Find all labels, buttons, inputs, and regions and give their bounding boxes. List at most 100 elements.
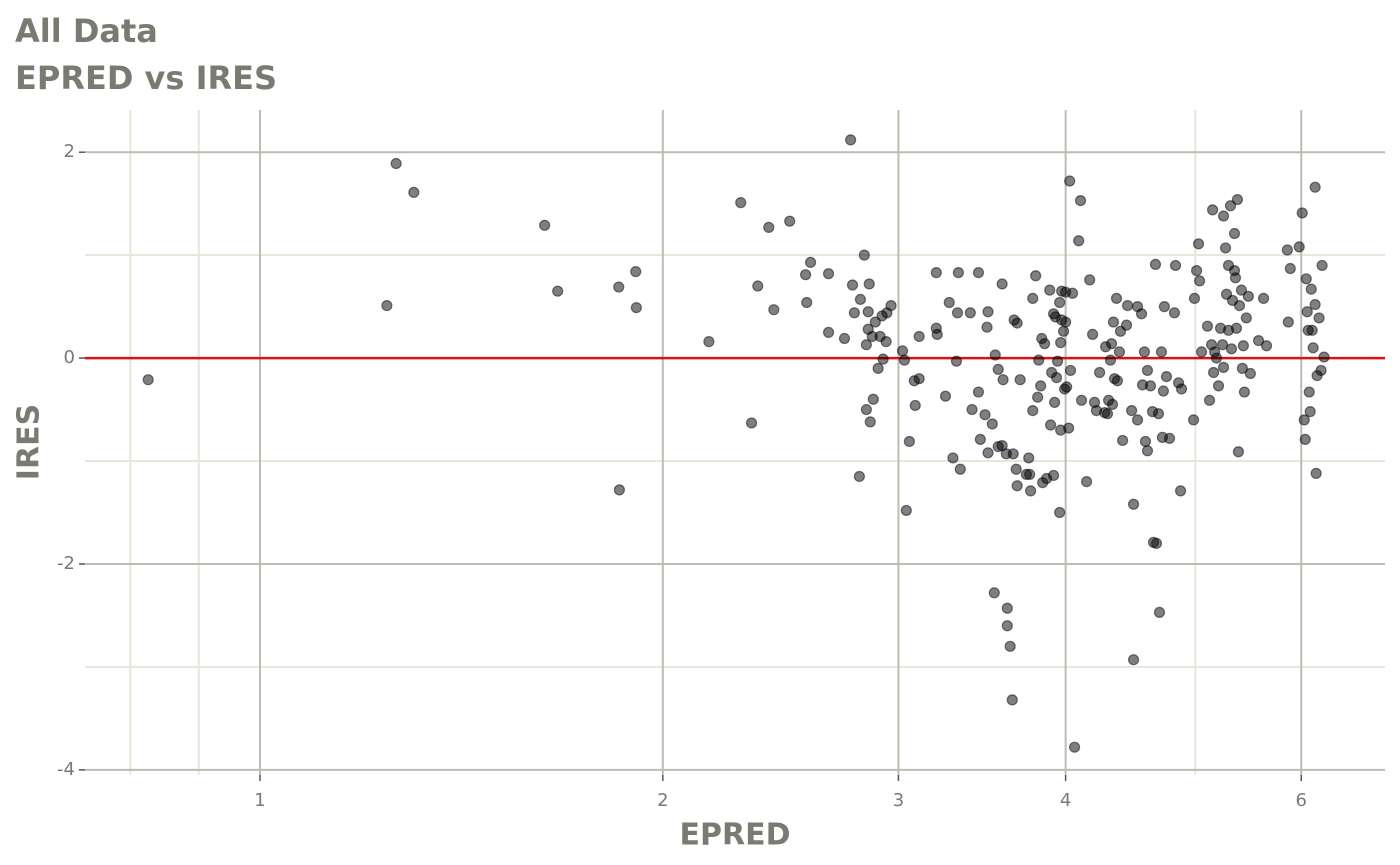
data-point bbox=[1158, 301, 1170, 313]
data-point bbox=[1252, 334, 1265, 347]
data-point bbox=[1111, 375, 1124, 387]
data-point bbox=[1305, 283, 1317, 295]
data-point bbox=[1094, 366, 1106, 379]
data-point bbox=[1054, 506, 1066, 519]
data-point bbox=[997, 374, 1009, 386]
data-point bbox=[988, 587, 1000, 599]
data-point bbox=[613, 484, 625, 496]
data-point bbox=[860, 339, 872, 351]
data-point bbox=[752, 280, 764, 292]
data-point bbox=[1232, 446, 1245, 458]
data-point bbox=[972, 386, 985, 398]
y-tick-label: 0 bbox=[64, 347, 75, 368]
data-point bbox=[1126, 404, 1138, 417]
data-point bbox=[1257, 292, 1270, 304]
data-point bbox=[1057, 325, 1070, 337]
data-point bbox=[390, 157, 402, 170]
data-point bbox=[931, 328, 943, 341]
data-point bbox=[735, 197, 747, 209]
data-point bbox=[1101, 408, 1114, 420]
data-point bbox=[1144, 380, 1157, 392]
data-point bbox=[1216, 339, 1229, 351]
data-point bbox=[1153, 606, 1166, 618]
data-point bbox=[1051, 355, 1064, 367]
data-point bbox=[1113, 346, 1126, 358]
data-point bbox=[974, 433, 986, 446]
data-point bbox=[943, 296, 955, 309]
x-tick-label: 2 bbox=[657, 790, 668, 811]
data-point bbox=[1231, 193, 1244, 206]
data-point bbox=[863, 278, 875, 290]
data-point bbox=[1303, 386, 1315, 398]
data-point bbox=[1116, 434, 1129, 447]
x-tick-label: 1 bbox=[254, 790, 265, 811]
data-point bbox=[853, 470, 865, 483]
data-point bbox=[966, 403, 978, 416]
data-point bbox=[986, 418, 998, 430]
data-point bbox=[1192, 238, 1205, 250]
data-point bbox=[1203, 394, 1216, 406]
data-point bbox=[1228, 227, 1241, 240]
data-point bbox=[822, 326, 835, 338]
data-point bbox=[854, 293, 867, 306]
data-point bbox=[768, 304, 780, 316]
chart-title: All Data bbox=[15, 12, 158, 50]
data-point bbox=[1104, 354, 1117, 366]
data-point bbox=[1001, 620, 1013, 632]
data-point bbox=[885, 299, 897, 312]
data-point bbox=[1240, 312, 1252, 324]
data-point bbox=[1024, 468, 1036, 481]
data-point bbox=[1139, 435, 1152, 448]
data-point bbox=[1309, 298, 1321, 311]
data-point bbox=[1063, 422, 1075, 434]
data-point bbox=[1318, 351, 1330, 363]
data-point bbox=[877, 353, 889, 365]
data-point bbox=[804, 256, 817, 268]
data-point bbox=[1121, 299, 1134, 312]
data-point bbox=[1084, 274, 1096, 286]
data-point bbox=[1061, 381, 1073, 393]
data-point bbox=[1282, 316, 1294, 328]
data-point bbox=[1035, 380, 1047, 392]
x-axis-title: EPRED bbox=[680, 818, 791, 853]
data-point bbox=[1064, 175, 1076, 187]
data-point bbox=[703, 336, 715, 348]
data-point bbox=[1023, 452, 1035, 464]
data-point bbox=[1225, 343, 1238, 355]
data-point bbox=[1315, 364, 1327, 377]
data-point bbox=[1011, 317, 1023, 329]
data-point bbox=[947, 452, 959, 464]
data-point bbox=[1086, 328, 1099, 341]
data-point bbox=[1007, 448, 1019, 460]
data-point bbox=[930, 267, 942, 279]
data-point bbox=[1193, 275, 1206, 287]
data-point bbox=[1157, 385, 1170, 397]
data-point bbox=[1206, 204, 1219, 216]
data-point bbox=[1310, 467, 1322, 479]
data-point bbox=[981, 321, 993, 333]
data-point bbox=[784, 215, 796, 227]
data-point bbox=[1293, 241, 1305, 253]
data-point bbox=[1300, 273, 1312, 285]
data-point bbox=[996, 278, 1008, 290]
data-point bbox=[1135, 308, 1148, 320]
data-point bbox=[1074, 194, 1087, 207]
data-point bbox=[1298, 414, 1310, 426]
data-point bbox=[954, 463, 966, 475]
data-point bbox=[1106, 398, 1119, 411]
y-axis-title: IRES bbox=[12, 404, 47, 480]
data-point bbox=[381, 299, 393, 312]
data-point bbox=[1080, 476, 1093, 488]
data-point bbox=[1174, 485, 1187, 497]
data-point bbox=[1131, 414, 1144, 426]
data-point bbox=[801, 296, 813, 309]
data-point bbox=[1155, 346, 1168, 358]
data-point bbox=[869, 316, 881, 328]
data-point bbox=[867, 393, 879, 405]
data-point bbox=[860, 403, 872, 416]
data-point bbox=[992, 363, 1004, 376]
data-point bbox=[1138, 346, 1151, 358]
data-point bbox=[845, 134, 857, 146]
data-point bbox=[1169, 259, 1182, 272]
